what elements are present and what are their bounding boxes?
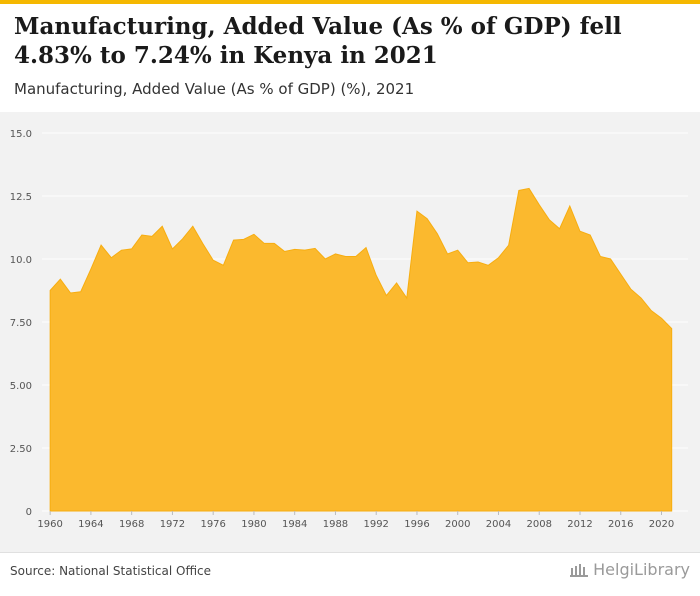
source-note: Source: National Statistical Office [10, 564, 212, 578]
footer-divider [0, 552, 700, 553]
x-tick-label: 2016 [608, 519, 633, 530]
x-tick-label: 2000 [445, 519, 470, 530]
logo-text: HelgiLibrary [593, 560, 690, 579]
x-tick-label: 1964 [78, 519, 103, 530]
top-accent-bar [0, 0, 700, 4]
y-axis-ticks: 0 2.50 5.00 7.50 10.0 12.5 15.0 [10, 129, 32, 518]
x-tick-label: 1984 [282, 519, 307, 530]
x-tick-label: 2020 [649, 519, 674, 530]
chart-title: Manufacturing, Added Value (As % of GDP)… [14, 13, 622, 69]
y-tick-label: 5.00 [10, 381, 32, 392]
library-building-icon [570, 563, 589, 577]
y-tick-label: 15.0 [10, 129, 32, 140]
y-tick-label: 0 [26, 507, 32, 518]
x-tick-label: 1996 [404, 519, 429, 530]
chart-subtitle: Manufacturing, Added Value (As % of GDP)… [14, 80, 415, 98]
x-tick-label: 1976 [200, 519, 225, 530]
y-tick-label: 2.50 [10, 444, 32, 455]
x-tick-label: 1992 [363, 519, 388, 530]
area-series [49, 187, 673, 512]
y-tick-label: 12.5 [10, 192, 32, 203]
x-tick-label: 1968 [119, 519, 144, 530]
x-tick-label: 2012 [567, 519, 592, 530]
x-tick-label: 1960 [37, 519, 62, 530]
x-tick-label: 2004 [486, 519, 511, 530]
y-tick-label: 10.0 [10, 255, 32, 266]
x-tick-label: 1972 [160, 519, 185, 530]
helgi-library-logo: HelgiLibrary [569, 560, 690, 579]
x-tick-label: 1988 [323, 519, 348, 530]
x-axis-ticks: 1960 1964 1968 1972 1976 1980 1984 1988 1992 1996… [37, 511, 674, 530]
x-tick-label: 2008 [527, 519, 552, 530]
x-tick-label: 1980 [241, 519, 266, 530]
y-tick-label: 7.50 [10, 318, 32, 329]
